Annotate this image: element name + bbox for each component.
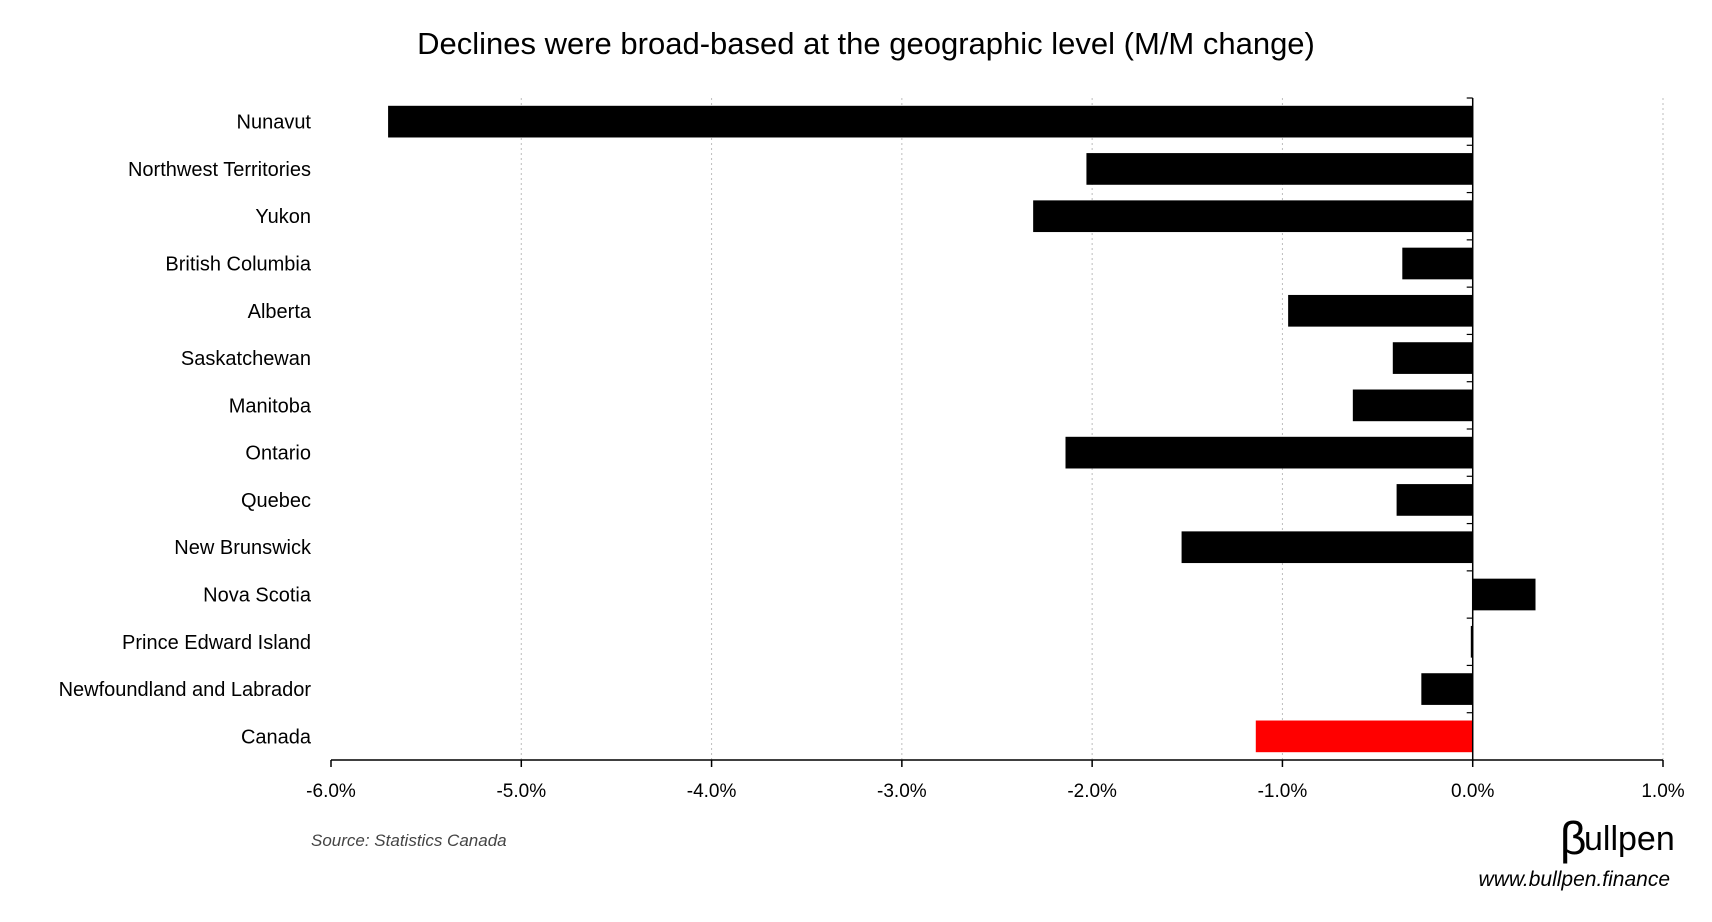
category-label: Canada bbox=[241, 726, 312, 748]
chart-title: Declines were broad-based at the geograp… bbox=[417, 26, 1315, 61]
x-tick-label: -5.0% bbox=[496, 781, 546, 802]
category-label: Saskatchewan bbox=[181, 348, 311, 370]
bar-newfoundland-and-labrador bbox=[1421, 673, 1473, 705]
category-label: Nunavut bbox=[237, 112, 312, 134]
bar-northwest-territories bbox=[1086, 153, 1473, 185]
bar-nunavut bbox=[388, 105, 1473, 138]
website-url: www.bullpen.finance bbox=[1479, 868, 1670, 891]
category-label: Alberta bbox=[248, 301, 312, 323]
x-tick-label: -2.0% bbox=[1067, 781, 1117, 802]
x-tick-label: -3.0% bbox=[877, 781, 927, 802]
bar-yukon bbox=[1033, 200, 1473, 233]
x-tick-label: -4.0% bbox=[687, 781, 737, 802]
category-label: Northwest Territories bbox=[128, 159, 311, 181]
bullpen-logo: β ullpen bbox=[1560, 812, 1675, 864]
bars bbox=[388, 105, 1536, 753]
bar-ontario bbox=[1065, 436, 1473, 469]
category-label: Quebec bbox=[241, 490, 311, 512]
source-note: Source: Statistics Canada bbox=[311, 831, 507, 850]
bullpen-logo-text: ullpen bbox=[1584, 820, 1675, 858]
x-tick-label: -6.0% bbox=[306, 781, 356, 802]
category-label: British Columbia bbox=[165, 254, 311, 276]
bar-new-brunswick bbox=[1181, 531, 1473, 564]
category-label: Yukon bbox=[255, 206, 311, 228]
category-labels: Nunavut Northwest Territories Yukon British… bbox=[59, 112, 312, 749]
category-label: Prince Edward Island bbox=[122, 632, 311, 654]
category-label: Ontario bbox=[245, 443, 311, 465]
gridlines bbox=[520, 98, 1664, 760]
axes bbox=[330, 97, 1664, 767]
bar-quebec bbox=[1396, 484, 1473, 516]
bar-nova-scotia bbox=[1472, 578, 1536, 611]
bullpen-logo-beta: β bbox=[1560, 812, 1586, 864]
category-label: Newfoundland and Labrador bbox=[59, 679, 312, 701]
category-label: Manitoba bbox=[229, 395, 312, 417]
tick-labels: -6.0% -5.0% -4.0% -3.0% -2.0% -1.0% 0.0% 1.0% bbox=[306, 781, 1685, 802]
x-tick-label: 1.0% bbox=[1641, 781, 1684, 802]
category-label: New Brunswick bbox=[174, 537, 312, 559]
bar-prince-edward-island bbox=[1470, 625, 1473, 658]
bar-saskatchewan bbox=[1392, 342, 1473, 374]
category-label: Nova Scotia bbox=[203, 585, 312, 607]
bar-manitoba bbox=[1352, 389, 1473, 422]
x-tick-label: 0.0% bbox=[1451, 781, 1494, 802]
bar-canada bbox=[1255, 720, 1473, 753]
bar-alberta bbox=[1288, 294, 1473, 327]
bar-british-columbia bbox=[1402, 247, 1473, 280]
x-tick-label: -1.0% bbox=[1258, 781, 1308, 802]
